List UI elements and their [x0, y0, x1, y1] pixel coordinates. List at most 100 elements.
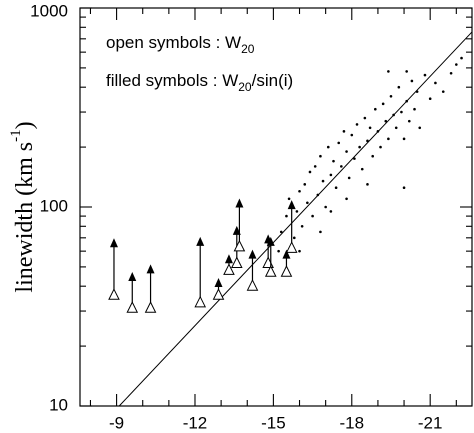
- point: [460, 56, 463, 60]
- annotation: open symbols : W20: [106, 33, 255, 56]
- annotation-sub: 20: [238, 80, 252, 94]
- point: [350, 133, 354, 137]
- x-tick-label: -21: [418, 413, 443, 432]
- y-label-after: ): [12, 121, 38, 129]
- point: [355, 123, 359, 126]
- point: [407, 119, 411, 123]
- point: [449, 71, 453, 75]
- point: [392, 113, 395, 117]
- point: [374, 107, 377, 111]
- open-triangle: [280, 265, 293, 277]
- point: [300, 224, 304, 228]
- point: [324, 205, 327, 209]
- point: [298, 249, 301, 253]
- point: [366, 183, 369, 186]
- point: [311, 214, 314, 218]
- annotation-sub: 20: [241, 42, 255, 56]
- point: [345, 197, 348, 201]
- point: [326, 145, 330, 149]
- point: [402, 137, 406, 141]
- open-triangle: [262, 256, 274, 269]
- point: [340, 165, 343, 168]
- point: [402, 186, 406, 190]
- filled-triangle: [266, 236, 275, 246]
- x-tick-label: -12: [183, 413, 208, 432]
- filled-triangle: [235, 198, 244, 208]
- annotation-text: filled symbols : W: [106, 71, 238, 90]
- fit-line: [118, 31, 473, 407]
- annotation-text: open symbols : W: [106, 33, 241, 52]
- y-tick-label: 100: [40, 196, 68, 215]
- filled-triangle: [248, 249, 257, 259]
- point: [353, 157, 356, 160]
- filled-triangle: [282, 249, 291, 259]
- x-tick-label: -15: [261, 413, 286, 432]
- point: [329, 173, 333, 177]
- point: [358, 145, 361, 149]
- open-triangle: [230, 256, 243, 269]
- point: [384, 119, 388, 123]
- point: [345, 150, 348, 153]
- point: [298, 189, 301, 193]
- point: [423, 73, 427, 77]
- point: [410, 79, 414, 83]
- point: [413, 107, 416, 111]
- point: [347, 176, 351, 180]
- plot-frame: [79, 7, 473, 407]
- point: [381, 102, 385, 106]
- point: [371, 154, 374, 158]
- filled-triangle: [196, 236, 205, 246]
- filled-triangle: [214, 278, 223, 288]
- point: [368, 126, 372, 130]
- point: [400, 110, 403, 114]
- filled-triangle: [146, 264, 155, 274]
- open-triangle: [144, 301, 157, 313]
- point: [319, 154, 322, 158]
- filled-triangle: [224, 254, 233, 264]
- annotation-after: /sin(i): [252, 71, 294, 90]
- point: [455, 63, 458, 66]
- point: [394, 126, 398, 130]
- open-triangle: [264, 265, 277, 277]
- point: [295, 210, 299, 213]
- annotation: filled symbols : W20/sin(i): [106, 71, 293, 94]
- filled-triangle: [128, 271, 137, 281]
- point: [397, 85, 401, 89]
- point: [405, 70, 408, 73]
- point: [342, 130, 346, 133]
- point: [405, 99, 408, 103]
- point: [387, 70, 390, 73]
- point: [321, 179, 325, 183]
- open-triangle: [223, 263, 235, 275]
- point: [329, 210, 333, 213]
- open-triangle: [233, 239, 246, 252]
- point: [313, 165, 317, 168]
- y-label-text: linewidth (km s: [12, 142, 38, 293]
- filled-triangle: [287, 200, 296, 210]
- point: [292, 236, 296, 240]
- open-triangle: [108, 288, 120, 300]
- point: [316, 193, 320, 197]
- y-tick-label: 1000: [30, 1, 68, 20]
- x-tick-label: -18: [339, 413, 364, 432]
- open-triangle: [212, 288, 225, 300]
- open-triangle: [126, 301, 139, 313]
- point: [441, 90, 445, 93]
- point: [277, 249, 280, 253]
- point: [418, 126, 422, 130]
- point: [308, 170, 312, 174]
- y-axis-label: linewidth (km s-1): [8, 121, 37, 292]
- point: [389, 94, 393, 98]
- filled-triangle: [109, 238, 118, 248]
- y-label-sup: -1: [8, 129, 24, 142]
- point: [428, 97, 432, 101]
- point: [319, 230, 322, 234]
- point: [379, 145, 382, 149]
- y-tick-label: 10: [49, 395, 68, 414]
- point: [337, 141, 341, 145]
- point: [334, 186, 338, 190]
- point: [279, 230, 283, 234]
- open-triangle: [285, 241, 298, 253]
- point: [287, 197, 291, 201]
